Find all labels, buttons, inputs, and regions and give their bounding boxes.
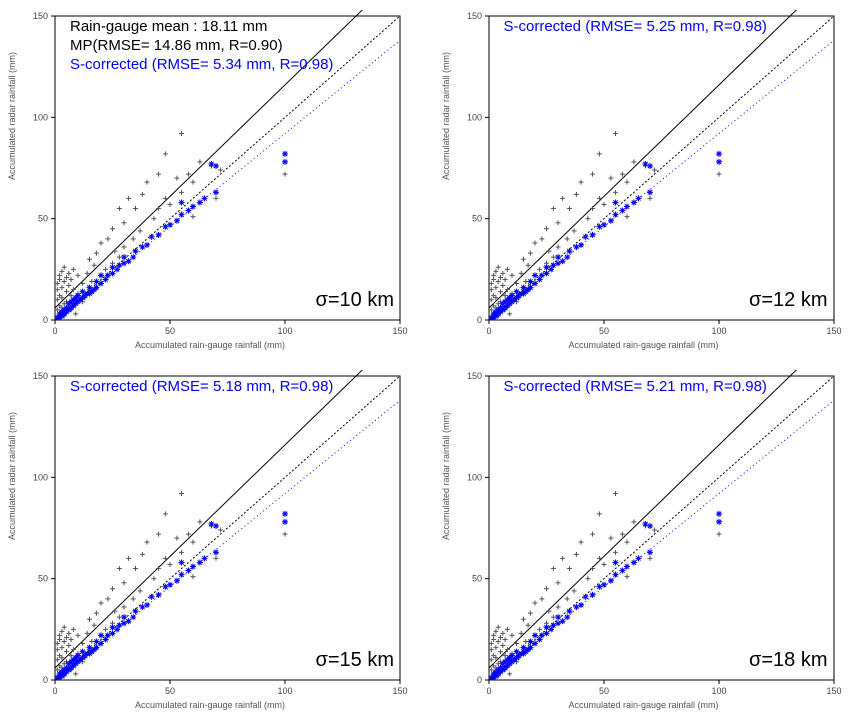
svg-text:150: 150 [826,686,841,696]
x-axis-label: Accumulated rain-gauge rainfall (mm) [135,700,285,710]
sigma-label: σ=10 km [316,289,395,312]
svg-text:150: 150 [33,11,48,21]
svg-text:0: 0 [43,315,48,325]
svg-text:0: 0 [52,686,57,696]
panel-p18: 00 50 50 100 100 150 150 S-corrected (RMSE= 5.… [444,370,844,710]
svg-text:100: 100 [277,686,292,696]
svg-text:50: 50 [471,574,481,584]
svg-text:50: 50 [471,214,481,224]
svg-text:0: 0 [476,315,481,325]
panel-header-line: S-corrected (RMSE= 5.25 mm, R=0.98) [504,18,767,37]
svg-text:0: 0 [52,326,57,336]
svg-text:0: 0 [476,675,481,685]
x-axis-label: Accumulated rain-gauge rainfall (mm) [568,700,718,710]
svg-text:150: 150 [466,11,481,21]
panel-header: S-corrected (RMSE= 5.21 mm, R=0.98) [504,378,767,397]
panel-header: S-corrected (RMSE= 5.25 mm, R=0.98) [504,18,767,37]
panel-header-line: S-corrected (RMSE= 5.34 mm, R=0.98) [70,56,333,75]
panel-p15: 00 50 50 100 100 150 150 S-corrected (RMSE= 5.… [10,370,410,710]
panel-header-line: S-corrected (RMSE= 5.21 mm, R=0.98) [504,378,767,397]
svg-text:150: 150 [33,371,48,381]
svg-text:0: 0 [43,675,48,685]
svg-text:100: 100 [466,472,481,482]
panel-header-line: MP(RMSE= 14.86 mm, R=0.90) [70,37,333,56]
svg-text:50: 50 [38,214,48,224]
svg-text:50: 50 [598,326,608,336]
panel-header-line: Rain-gauge mean : 18.11 mm [70,18,333,37]
svg-text:100: 100 [277,326,292,336]
svg-text:50: 50 [38,574,48,584]
svg-text:50: 50 [165,686,175,696]
y-axis-label: Accumulated radar rainfall (mm) [441,52,451,180]
y-axis-label: Accumulated radar rainfall (mm) [7,52,17,180]
svg-text:150: 150 [392,686,407,696]
svg-text:150: 150 [392,326,407,336]
svg-text:50: 50 [598,686,608,696]
x-axis-label: Accumulated rain-gauge rainfall (mm) [135,340,285,350]
panel-header: Rain-gauge mean : 18.11 mmMP(RMSE= 14.86… [70,18,333,74]
panel-p10: 00 50 50 100 100 150 150 Rain-gauge mean : 18.… [10,10,410,350]
scatter-grid: 005050100100150150 Rain-gauge mean : 18.… [10,10,847,710]
panel-p12: 00 50 50 100 100 150 150 S-corrected (RMSE= 5.… [444,10,844,350]
sigma-label: σ=15 km [316,649,395,672]
svg-text:150: 150 [826,326,841,336]
panel-header: S-corrected (RMSE= 5.18 mm, R=0.98) [70,378,333,397]
panel-header-line: S-corrected (RMSE= 5.18 mm, R=0.98) [70,378,333,397]
x-axis-label: Accumulated rain-gauge rainfall (mm) [568,340,718,350]
sigma-label: σ=12 km [749,289,828,312]
sigma-label: σ=18 km [749,649,828,672]
y-axis-label: Accumulated radar rainfall (mm) [7,412,17,540]
svg-text:0: 0 [486,326,491,336]
y-axis-label: Accumulated radar rainfall (mm) [441,412,451,540]
svg-text:100: 100 [711,326,726,336]
svg-text:0: 0 [486,686,491,696]
svg-text:100: 100 [33,112,48,122]
svg-text:150: 150 [466,371,481,381]
svg-text:100: 100 [466,112,481,122]
svg-text:100: 100 [33,472,48,482]
svg-text:100: 100 [711,686,726,696]
svg-text:50: 50 [165,326,175,336]
